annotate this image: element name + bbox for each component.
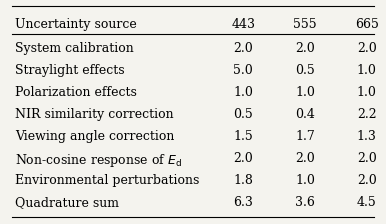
Text: 1.0: 1.0 (357, 86, 377, 99)
Text: Uncertainty source: Uncertainty source (15, 18, 137, 31)
Text: 2.0: 2.0 (295, 152, 315, 165)
Text: Non-cosine response of $E_{\mathrm{d}}$: Non-cosine response of $E_{\mathrm{d}}$ (15, 152, 183, 169)
Text: 2.0: 2.0 (357, 152, 377, 165)
Text: 1.3: 1.3 (357, 130, 377, 143)
Text: Viewing angle correction: Viewing angle correction (15, 130, 175, 143)
Text: System calibration: System calibration (15, 42, 134, 55)
Text: NIR similarity correction: NIR similarity correction (15, 108, 174, 121)
Text: 3.6: 3.6 (295, 196, 315, 209)
Text: 2.2: 2.2 (357, 108, 376, 121)
Text: 0.5: 0.5 (233, 108, 253, 121)
Text: 0.4: 0.4 (295, 108, 315, 121)
Text: 665: 665 (355, 18, 379, 31)
Text: 555: 555 (293, 18, 317, 31)
Text: 0.5: 0.5 (295, 64, 315, 77)
Text: 1.0: 1.0 (357, 64, 377, 77)
Text: 2.0: 2.0 (233, 42, 253, 55)
Text: 2.0: 2.0 (357, 174, 377, 187)
Text: 2.0: 2.0 (295, 42, 315, 55)
Text: 443: 443 (231, 18, 255, 31)
Text: 1.0: 1.0 (295, 86, 315, 99)
Text: 2.0: 2.0 (233, 152, 253, 165)
Text: 1.0: 1.0 (295, 174, 315, 187)
Text: 1.0: 1.0 (233, 86, 253, 99)
Text: Quadrature sum: Quadrature sum (15, 196, 119, 209)
Text: Polarization effects: Polarization effects (15, 86, 137, 99)
Text: 1.5: 1.5 (233, 130, 253, 143)
Text: Straylight effects: Straylight effects (15, 64, 125, 77)
Text: Environmental perturbations: Environmental perturbations (15, 174, 200, 187)
Text: 2.0: 2.0 (357, 42, 377, 55)
Text: 6.3: 6.3 (233, 196, 253, 209)
Text: 5.0: 5.0 (233, 64, 253, 77)
Text: 1.7: 1.7 (295, 130, 315, 143)
Text: 1.8: 1.8 (233, 174, 253, 187)
Text: 4.5: 4.5 (357, 196, 377, 209)
